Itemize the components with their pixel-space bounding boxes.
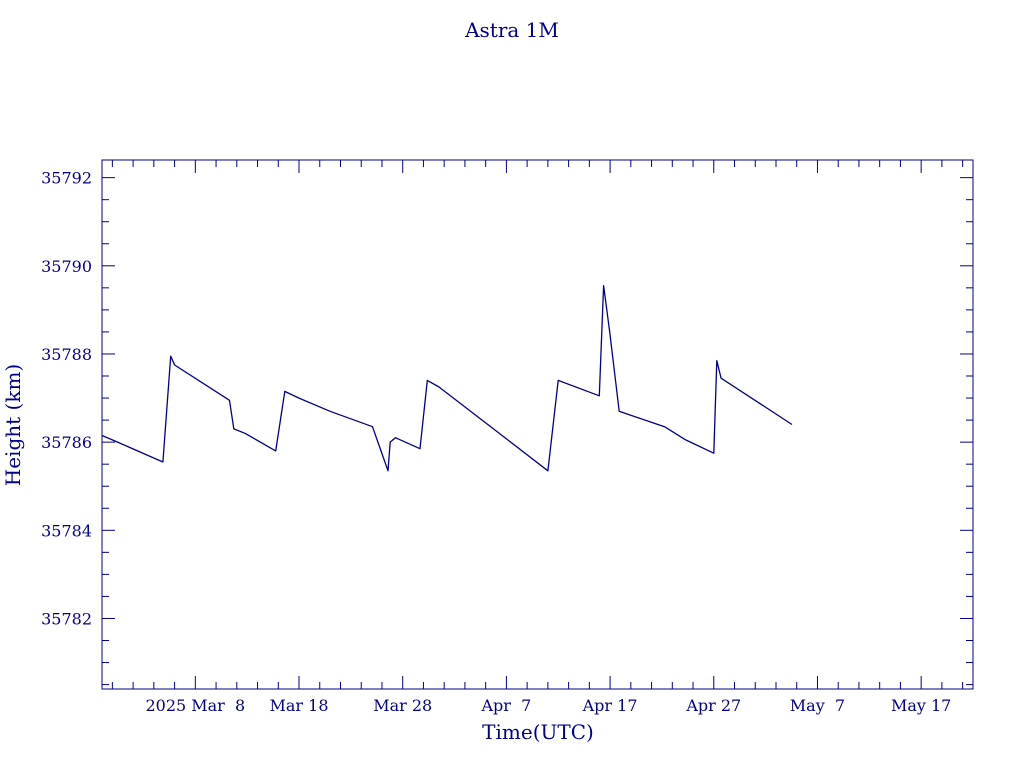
x-tick-label: Apr 27 bbox=[685, 696, 741, 715]
x-tick-label: Mar 28 bbox=[373, 696, 432, 715]
y-tick-label: 35792 bbox=[41, 169, 92, 188]
chart-title: Astra 1M bbox=[464, 18, 559, 42]
y-tick-label: 35788 bbox=[41, 345, 92, 364]
y-tick-label: 35784 bbox=[41, 521, 92, 540]
x-tick-label: May 17 bbox=[891, 696, 951, 715]
x-axis-label: Time(UTC) bbox=[482, 720, 594, 744]
x-axis-ticks: 2025 Mar 8 Mar 18 Mar 28 Apr 7 Apr 17 Apr 27 M… bbox=[111, 160, 964, 715]
plot-frame bbox=[101, 159, 974, 690]
y-tick-label: 35790 bbox=[41, 257, 92, 276]
y-axis-label: Height (km) bbox=[1, 364, 25, 486]
x-tick-label: Apr 7 bbox=[480, 696, 531, 715]
x-tick-label: Mar 18 bbox=[270, 696, 329, 715]
x-tick-label: May 7 bbox=[790, 696, 845, 715]
y-tick-label: 35782 bbox=[41, 609, 92, 628]
x-tick-label: 2025 Mar 8 bbox=[145, 696, 245, 715]
x-tick-label: Apr 17 bbox=[582, 696, 638, 715]
series-line bbox=[101, 284, 793, 472]
y-axis-ticks: 35782 35784 35786 35788 35790 35792 bbox=[41, 169, 973, 686]
y-tick-label: 35786 bbox=[41, 433, 92, 452]
